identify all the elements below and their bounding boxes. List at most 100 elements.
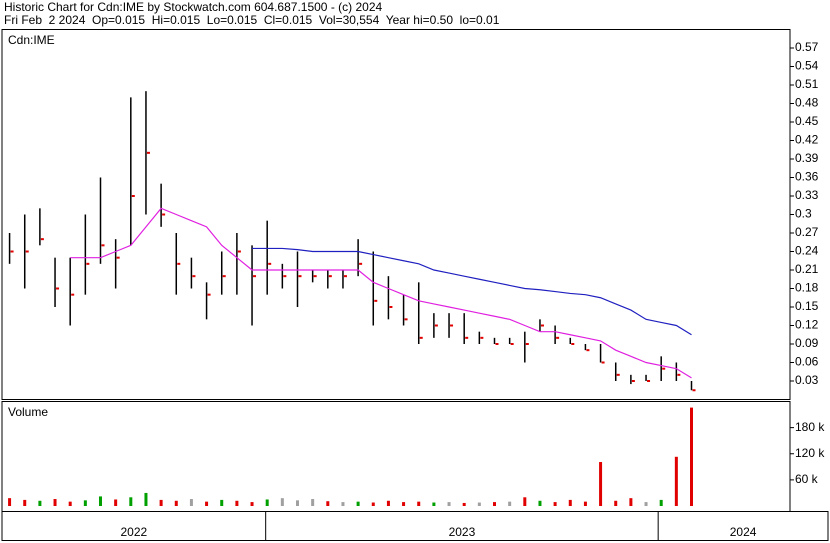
close-tick: [222, 275, 226, 278]
volume-bar: [144, 492, 148, 506]
volume-bar: [53, 499, 57, 506]
y-tick-label: 0.57: [795, 40, 819, 54]
volume-bar: [296, 500, 299, 506]
volume-bar: [538, 500, 542, 506]
volume-bar: [417, 501, 421, 506]
close-tick: [25, 250, 29, 253]
volume-bar: [326, 501, 330, 506]
volume-bar: [311, 499, 315, 506]
close-tick: [237, 250, 241, 253]
y-tick-label: 0.09: [795, 336, 819, 350]
year-label: 2024: [730, 525, 757, 539]
close-tick: [434, 324, 438, 327]
close-tick: [525, 343, 529, 345]
close-tick: [616, 373, 620, 376]
volume-bar: [356, 501, 360, 506]
volume-bar: [205, 501, 209, 506]
close-tick: [313, 275, 317, 278]
date-strip: [1, 511, 829, 541]
y-tick-label: 120 k: [795, 446, 825, 460]
close-tick: [677, 373, 681, 376]
close-tick: [71, 293, 75, 296]
close-tick: [343, 275, 347, 278]
volume-bar: [83, 500, 87, 506]
volume-bar: [23, 499, 27, 506]
y-tick-label: 180 k: [795, 420, 825, 434]
close-tick: [268, 262, 272, 265]
volume-bar: [599, 462, 603, 506]
chart-title: Historic Chart for Cdn:IME by Stockwatch…: [4, 0, 382, 14]
close-tick: [86, 262, 90, 265]
close-tick: [101, 244, 105, 247]
volume-bar: [523, 497, 527, 506]
price-panel: [1, 29, 791, 400]
volume-label: Volume: [8, 405, 48, 419]
y-tick-label: 0.21: [795, 262, 819, 276]
volume-bar: [8, 498, 12, 506]
year-label: 2022: [120, 525, 147, 539]
close-tick: [586, 349, 590, 352]
close-tick: [495, 343, 499, 345]
volume-bar: [553, 502, 557, 506]
year-label: 2023: [449, 525, 476, 539]
close-tick: [374, 299, 378, 302]
volume-bar: [38, 500, 42, 506]
close-tick: [116, 256, 120, 259]
close-tick: [146, 151, 150, 154]
close-tick: [450, 324, 454, 327]
volume-bar: [462, 502, 466, 506]
close-tick: [480, 336, 484, 339]
volume-bar: [568, 499, 572, 506]
y-tick-label: 0.33: [795, 188, 819, 202]
volume-bar: [447, 502, 451, 506]
moving-average: [70, 207, 692, 379]
volume-bar: [341, 502, 345, 506]
y-tick-label: 0.3: [795, 207, 812, 221]
close-tick: [571, 343, 575, 345]
close-tick: [359, 262, 363, 265]
volume-bar: [280, 498, 284, 506]
close-tick: [662, 367, 666, 370]
volume-bar: [174, 500, 178, 506]
y-tick-label: 0.36: [795, 170, 819, 184]
volume-bar: [371, 502, 375, 506]
y-tick-label: 0.48: [795, 96, 819, 110]
close-tick: [56, 287, 60, 290]
y-tick-label: 0.15: [795, 299, 819, 313]
close-tick: [389, 306, 393, 308]
close-tick: [631, 380, 635, 382]
close-tick: [556, 336, 560, 339]
close-tick: [131, 195, 135, 197]
close-tick: [540, 324, 544, 327]
volume-bar: [159, 499, 163, 506]
y-tick-label: 0.24: [795, 244, 819, 258]
close-tick: [647, 380, 651, 382]
volume-bar: [386, 500, 390, 506]
y-tick-label: 0.39: [795, 151, 819, 165]
y-tick-label: 0.03: [795, 373, 819, 387]
volume-bar: [250, 502, 254, 506]
y-tick-label: 60 k: [795, 472, 819, 486]
y-tick-label: 0.51: [795, 77, 819, 91]
volume-bar: [614, 500, 618, 506]
close-tick: [253, 275, 257, 278]
volume-bar: [99, 496, 102, 506]
y-tick-label: 0.27: [795, 225, 819, 239]
close-tick: [419, 336, 423, 339]
volume-bar: [508, 501, 512, 506]
close-tick: [283, 275, 287, 278]
volume-bar: [493, 502, 496, 506]
y-tick-label: 0.12: [795, 318, 819, 332]
close-tick: [510, 343, 514, 345]
volume-bar: [644, 502, 648, 506]
volume-bar: [432, 502, 436, 506]
volume-bar: [659, 499, 663, 506]
close-tick: [298, 275, 302, 278]
volume-bar: [129, 497, 133, 506]
y-tick-label: 0.42: [795, 133, 819, 147]
y-tick-label: 0.54: [795, 59, 819, 73]
volume-bar: [629, 498, 633, 506]
moving-average: [252, 247, 692, 336]
chart-subtitle: Fri Feb 2 2024 Op=0.015 Hi=0.015 Lo=0.01…: [4, 13, 500, 27]
